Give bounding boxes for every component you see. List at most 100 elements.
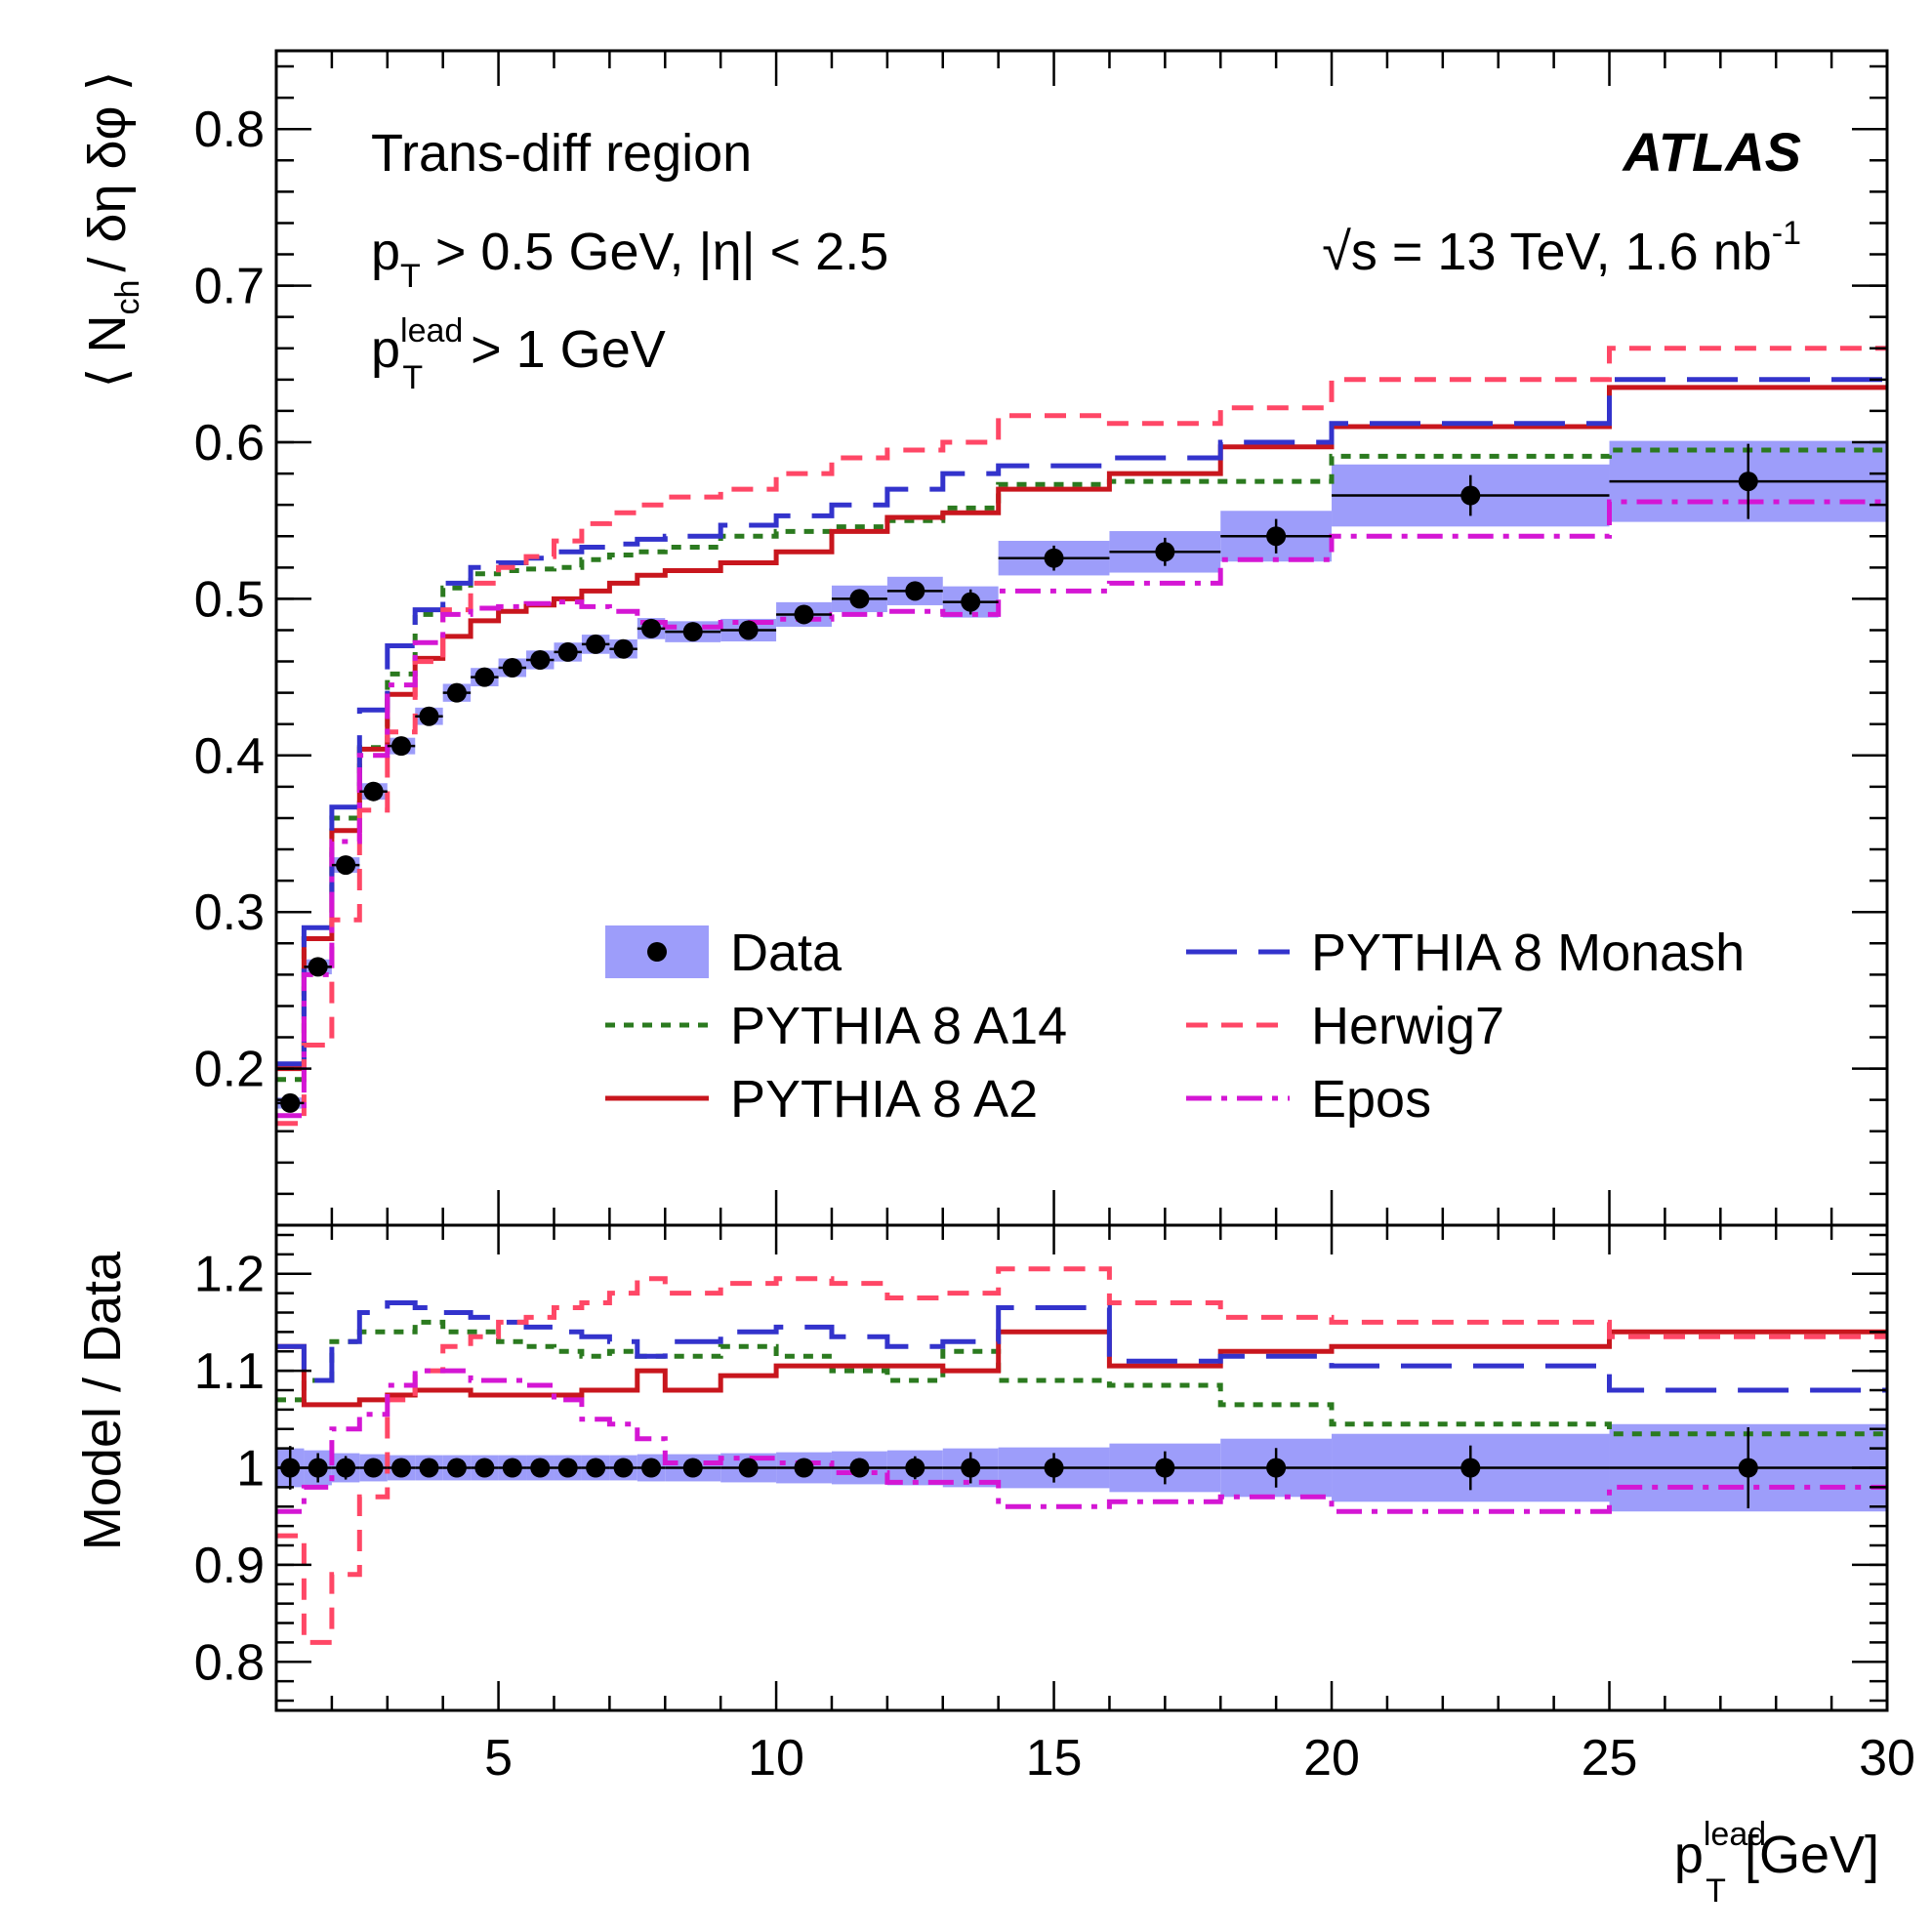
ratio-point	[961, 1458, 981, 1478]
region-label: Trans-diff region	[371, 124, 752, 183]
y-tick-label: 0.7	[194, 259, 265, 315]
data-point	[419, 706, 439, 726]
ratio-series-pythia-8-a14	[276, 1319, 1887, 1437]
y-tick-label: 1.1	[194, 1343, 265, 1400]
y-title-sub: ch	[109, 280, 146, 315]
series-pythia-8-monash	[276, 377, 1887, 1067]
ratio-point	[1044, 1458, 1064, 1478]
ratio-point	[1266, 1458, 1287, 1478]
series-pythia-8-a2	[276, 385, 1887, 1072]
legend-data-marker	[647, 942, 667, 962]
legend-data-label: Data	[730, 924, 843, 982]
top-y-axis-title: ⟨ Nch / δη δφ ⟩	[78, 70, 146, 388]
ratio-point	[474, 1458, 495, 1478]
ratio-point	[794, 1458, 814, 1478]
legend-label-herwig7: Herwig7	[1311, 997, 1504, 1055]
ratio-point	[530, 1458, 551, 1478]
data-point	[794, 604, 814, 625]
data-point	[557, 641, 578, 662]
ratio-point	[363, 1458, 384, 1478]
ratio-point	[557, 1458, 578, 1478]
ratio-series-epos	[276, 1368, 1887, 1514]
data-point	[1044, 548, 1064, 568]
data-point	[530, 649, 551, 670]
ratio-series-pythia-8-monash	[276, 1300, 1887, 1393]
data-point	[613, 638, 634, 659]
ratio-point	[641, 1458, 662, 1478]
x-tick-label: 15	[1026, 1730, 1083, 1787]
data-point	[474, 667, 495, 687]
data-point	[961, 592, 981, 612]
ratio-y-axis-title: Model / Data	[73, 1251, 132, 1550]
data-point	[586, 634, 606, 654]
x-title-main: p	[1674, 1826, 1704, 1884]
y-tick-label: 0.5	[194, 571, 265, 628]
cut2-sup: lead	[400, 312, 463, 349]
x-tick-label: 10	[748, 1730, 804, 1787]
ratio-point	[682, 1458, 703, 1478]
y-tick-label: 0.8	[194, 1634, 265, 1691]
data-point	[308, 957, 328, 977]
data-point	[1738, 472, 1758, 492]
y-tick-label: 0.3	[194, 884, 265, 941]
cut1-rest: > 0.5 GeV, |η| < 2.5	[421, 223, 888, 281]
legend-label-pythia-8-a2: PYTHIA 8 A2	[730, 1070, 1038, 1129]
ratio-point	[1460, 1458, 1481, 1478]
y-tick-label: 1	[236, 1441, 265, 1498]
y-tick-label: 0.9	[194, 1538, 265, 1594]
ratio-point	[308, 1458, 328, 1478]
cut-label-pt: pT > 0.5 GeV, |η| < 2.5	[371, 223, 888, 295]
x-tick-label: 5	[484, 1730, 513, 1787]
ratio-point	[446, 1458, 467, 1478]
data-point	[682, 622, 703, 642]
x-title-sup: lead	[1704, 1816, 1766, 1853]
legend-label-pythia-8-a14: PYTHIA 8 A14	[730, 997, 1067, 1055]
data-point	[363, 781, 384, 802]
series-epos	[276, 499, 1887, 1119]
cut2-rest: > 1 GeV	[456, 320, 666, 379]
ratio-point	[336, 1458, 356, 1478]
cut2-sub: T	[402, 359, 423, 396]
top-model-series	[276, 346, 1887, 1127]
energy-lumi-label: √s = 13 TeV, 1.6 nb-1	[1322, 215, 1801, 281]
ratio-data-points	[276, 1427, 1887, 1508]
series-herwig7	[276, 346, 1887, 1127]
data-point	[849, 589, 870, 609]
energy-text: √s = 13 TeV, 1.6 nb	[1322, 223, 1772, 281]
data-point	[1155, 542, 1175, 562]
cut1-sub: T	[400, 258, 421, 295]
x-title-sub: T	[1706, 1872, 1726, 1910]
data-point	[1460, 485, 1481, 506]
x-title-rest: [GeV]	[1730, 1826, 1879, 1884]
data-point	[738, 620, 759, 640]
ratio-axis: 0.8 0.9 1 1.1 1.2 5 10 15 20 25 30	[194, 1223, 1915, 1787]
top-data-points	[276, 443, 1887, 1113]
legend: Data PYTHIA 8 A14 PYTHIA 8 A2 PYTHIA 8 Mona…	[605, 924, 1745, 1129]
ratio-point	[905, 1458, 925, 1478]
y-tick-label: 0.6	[194, 415, 265, 472]
data-point	[280, 1092, 301, 1113]
cut1-p: p	[371, 223, 400, 281]
data-point	[641, 618, 662, 638]
energy-sup: -1	[1772, 215, 1801, 252]
y-tick-label: 0.8	[194, 102, 265, 158]
ratio-point	[738, 1458, 759, 1478]
legend-label-epos: Epos	[1311, 1070, 1431, 1129]
data-point	[336, 855, 356, 876]
series-pythia-8-a14	[276, 447, 1887, 1083]
experiment-label: ATLAS	[1622, 121, 1802, 183]
y-title-open: ⟨ N	[78, 315, 137, 389]
ratio-point	[419, 1458, 439, 1478]
x-tick-label: 25	[1582, 1730, 1638, 1787]
ratio-model-series	[276, 1266, 1887, 1645]
y-tick-label: 0.4	[194, 728, 265, 785]
data-point	[905, 581, 925, 601]
cut-label-lead: plead T > 1 GeV	[371, 312, 666, 396]
x-tick-label: 30	[1859, 1730, 1915, 1787]
ratio-point	[849, 1458, 870, 1478]
x-axis-title: plead T [GeV]	[1674, 1816, 1879, 1910]
data-point	[391, 736, 412, 757]
y-title-rest: / δη δφ ⟩	[78, 70, 137, 271]
data-point	[1266, 526, 1287, 547]
